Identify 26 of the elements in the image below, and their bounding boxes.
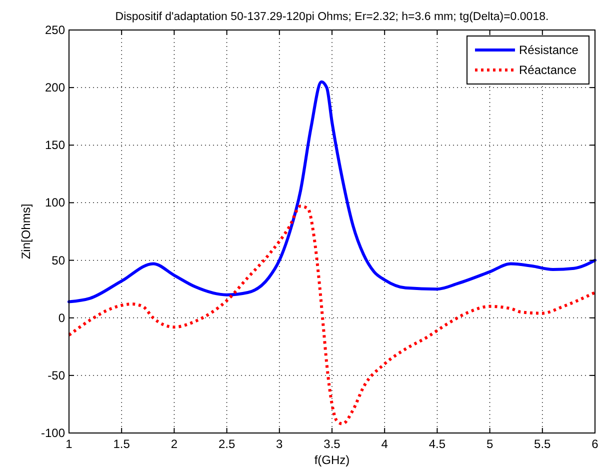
- y-tick-label: 0: [58, 310, 66, 325]
- x-tick-label: 6: [592, 437, 599, 451]
- y-tick-label: -100: [40, 426, 66, 440]
- x-tick-label: 5: [486, 437, 494, 451]
- y-tick-label: 150: [44, 138, 66, 152]
- x-tick-label: 1: [66, 437, 73, 451]
- x-tick-label: 5.5: [534, 437, 552, 451]
- line-series: [68, 204, 596, 426]
- y-tick-label: 50: [52, 253, 66, 268]
- x-tick-label: 2.5: [218, 437, 236, 451]
- y-axis-title: Zin[Ohms]: [19, 204, 33, 260]
- x-tick-label: 3.5: [324, 437, 341, 451]
- x-tick-label: 3: [276, 437, 284, 451]
- x-tick-label: 4: [381, 437, 388, 451]
- x-axis-title: f(GHz): [314, 453, 350, 467]
- x-tick-label: 1.5: [113, 437, 130, 451]
- y-tick-label: -50: [48, 368, 66, 382]
- x-tick-label: 2: [170, 437, 178, 451]
- chart-title: Dispositif d'adaptation 50-137.29-120pi Ohms; Er=2.32; h=3.6 mm; tg(Delta)=0.0018.: [115, 11, 549, 23]
- legend-label: Résistance: [519, 43, 579, 57]
- y-tick-label: 250: [44, 23, 66, 37]
- line-series: [68, 80, 596, 304]
- legend-label: Réactance: [519, 63, 577, 77]
- y-tick-label: 200: [44, 80, 66, 95]
- y-tick-label: 100: [44, 196, 66, 210]
- x-tick-label: 4.5: [428, 437, 446, 451]
